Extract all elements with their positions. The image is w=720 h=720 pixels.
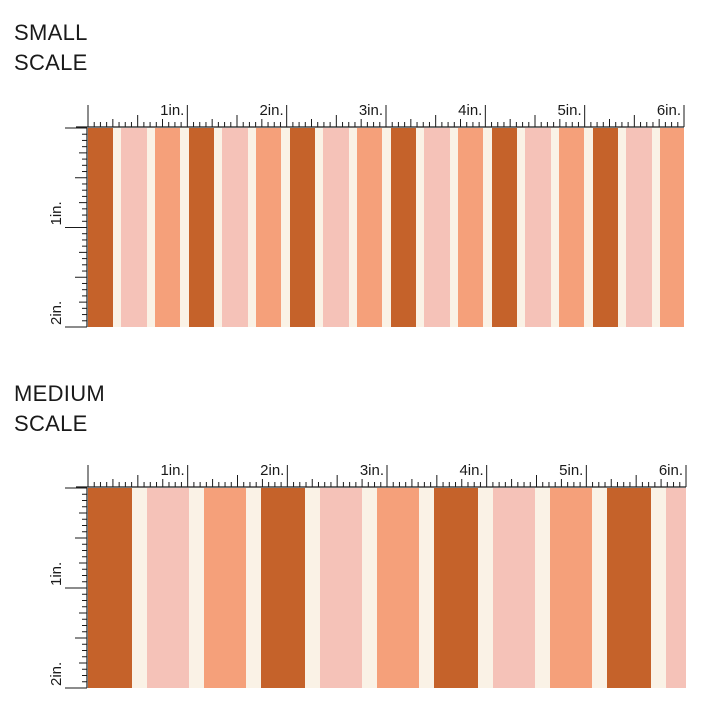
stripe-peach [256, 128, 282, 327]
stripe-rust [189, 128, 215, 327]
medium-scale-label-line1: MEDIUM [14, 381, 106, 406]
top-ruler-label: 4in. [459, 462, 483, 479]
top-ruler-label: 5in. [559, 462, 583, 479]
stripe-cream [517, 128, 526, 327]
medium-scale-label: MEDIUM SCALE [14, 379, 105, 439]
stripe-pink [493, 488, 536, 688]
stripe-pink [147, 488, 190, 688]
stripe-peach [377, 488, 420, 688]
stripe-pink [666, 488, 686, 688]
stripe-cream [419, 488, 435, 688]
stripe-cream [132, 488, 148, 688]
stripe-cream [305, 488, 321, 688]
stripe-cream [214, 128, 223, 327]
stripe-rust [290, 128, 316, 327]
stripe-cream [248, 128, 257, 327]
side-ruler-label: 1in. [48, 201, 65, 225]
stripe-rust [492, 128, 518, 327]
stripe-pink [424, 128, 451, 327]
stripe-cream [535, 488, 551, 688]
stripe-rust [261, 488, 306, 688]
side-ruler-label: 2in. [48, 301, 65, 325]
small-side-ruler: 1in. 2in. [48, 127, 88, 328]
stripe-pink [222, 128, 249, 327]
stripe-pink [121, 128, 148, 327]
stripe-cream [113, 128, 122, 327]
top-ruler-label: 1in. [160, 462, 184, 479]
stripe-cream [246, 488, 262, 688]
medium-top-ruler: 1in. 2in. 3in. 4in. 5in. 6in. [76, 462, 687, 488]
stripe-cream [147, 128, 156, 327]
top-ruler-label: 1in. [160, 102, 184, 119]
side-ruler-label: 2in. [48, 662, 65, 686]
medium-side-ruler: 1in. 2in. [48, 487, 88, 689]
medium-scale-label-line2: SCALE [14, 411, 88, 436]
top-ruler-label: 4in. [458, 102, 482, 119]
stripe-peach [550, 488, 593, 688]
stripe-cream [584, 128, 594, 327]
stripe-peach [155, 128, 181, 327]
top-ruler-label: 5in. [557, 102, 581, 119]
stripe-cream [592, 488, 608, 688]
stripe-pink [626, 128, 653, 327]
stripe-peach [559, 128, 585, 327]
side-ruler-label: 1in. [48, 562, 65, 586]
stripe-rust [607, 488, 652, 688]
top-ruler-label: 6in. [657, 102, 681, 119]
stripe-cream [652, 128, 661, 327]
stripe-rust [434, 488, 479, 688]
stripe-cream [362, 488, 378, 688]
stripe-cream [416, 128, 425, 327]
stripe-peach [660, 128, 684, 327]
stripe-cream [478, 488, 494, 688]
small-top-ruler: 1in. 2in. 3in. 4in. 5in. 6in. [76, 102, 685, 128]
stripe-pink [525, 128, 552, 327]
stripe-cream [349, 128, 358, 327]
stripe-cream [189, 488, 205, 688]
top-ruler-label: 3in. [360, 462, 384, 479]
stripe-cream [651, 488, 667, 688]
stripe-rust [88, 128, 114, 327]
stripe-peach [357, 128, 383, 327]
stripe-rust [88, 488, 133, 688]
stripe-cream [382, 128, 392, 327]
stripe-pink [320, 488, 363, 688]
stripe-peach [204, 488, 247, 688]
medium-stripes [88, 488, 686, 688]
small-scale-label-line2: SCALE [14, 50, 88, 75]
stripe-rust [593, 128, 619, 327]
stripe-cream [551, 128, 560, 327]
stripe-cream [180, 128, 190, 327]
stripe-cream [483, 128, 493, 327]
top-ruler-label: 2in. [260, 462, 284, 479]
small-scale-label-line1: SMALL [14, 20, 88, 45]
stripe-cream [450, 128, 459, 327]
stripe-cream [618, 128, 627, 327]
stripe-cream [315, 128, 324, 327]
small-stripes [88, 128, 684, 327]
top-ruler-label: 6in. [659, 462, 683, 479]
stripe-rust [391, 128, 417, 327]
top-ruler-label: 2in. [259, 102, 283, 119]
stripe-peach [458, 128, 484, 327]
stripe-cream [281, 128, 291, 327]
stripe-pink [323, 128, 350, 327]
small-scale-swatch: 1in. 2in. 3in. 4in. 5in. 6in. 1in. 2in. [48, 102, 685, 328]
small-scale-label: SMALL SCALE [14, 18, 88, 78]
top-ruler-label: 3in. [359, 102, 383, 119]
